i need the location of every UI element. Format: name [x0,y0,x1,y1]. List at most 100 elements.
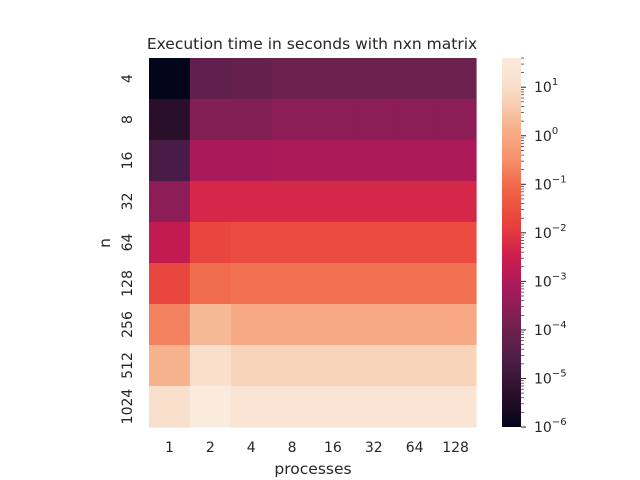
heatmap-cell [149,304,191,346]
heatmap-cell [435,58,477,100]
heatmap-cell [435,222,477,264]
heatmap-cell [312,181,354,223]
colorbar-tick-label: 10−2 [534,223,567,242]
x-tick-label: 128 [442,440,469,456]
x-axis-label: processes [274,460,351,478]
heatmap-cell [271,263,314,305]
heatmap-cell [189,181,232,223]
heatmap-cell [353,304,395,346]
heatmap-cell [353,263,395,305]
heatmap-cell [149,263,191,305]
y-axis-label: n [96,238,114,248]
y-tick-label: 8 [120,115,136,124]
heatmap-cell [230,181,273,223]
y-tick-label: 256 [120,311,136,338]
heatmap-cell [435,345,477,387]
colorbar-tick-label: 10−3 [534,271,567,290]
x-tick-label: 1 [165,440,174,456]
x-tick-label: 32 [365,440,383,456]
colorbar-ticks: 10−6 10−5 10−4 10−3 10−2 10−1 100 101 [521,57,567,436]
heatmap-cell [189,222,232,264]
heatmap-cell [353,345,395,387]
heatmap-cell [189,99,232,141]
heatmap-cell [230,140,273,182]
heatmap-cell [435,181,477,223]
heatmap-cell [435,304,477,346]
heatmap-cell [271,345,314,387]
heatmap-cell [230,58,273,100]
heatmap-cell [312,304,354,346]
heatmap-cell [189,58,232,100]
x-tick-label: 2 [206,440,215,456]
heatmap-cell [394,58,436,100]
heatmap-cell [271,386,314,428]
y-tick-labels: 4 8 16 32 64 128 256 512 1024 [120,74,136,424]
y-tick-label: 128 [120,270,136,297]
heatmap-cell [312,386,354,428]
heatmap-cell [394,222,436,264]
y-tick-label: 64 [120,234,136,252]
heatmap-cell [353,222,395,264]
heatmap-cell [435,263,477,305]
heatmap-cell [394,345,436,387]
heatmap-cell [394,263,436,305]
heatmap-cell [271,222,314,264]
heatmap-cell [230,222,273,264]
x-tick-label: 16 [324,440,342,456]
heatmap-cell [230,99,273,141]
heatmap-cell [353,58,395,100]
heatmap-cell [394,99,436,141]
colorbar-tick-label: 10−6 [534,417,567,436]
heatmap-cell [189,304,232,346]
heatmap-cell [230,263,273,305]
heatmap-cells [149,58,477,428]
y-tick-label: 1024 [120,389,136,425]
heatmap-cell [435,99,477,141]
heatmap-cell [271,99,314,141]
heatmap-cell [312,99,354,141]
heatmap-cell [149,386,191,428]
heatmap-cell [353,181,395,223]
heatmap-cell [312,263,354,305]
heatmap-cell [189,345,232,387]
heatmap-cell [394,181,436,223]
x-tick-label: 8 [288,440,297,456]
heatmap-cell [394,386,436,428]
heatmap-cell [271,58,314,100]
heatmap-cell [149,181,191,223]
heatmap-cell [435,386,477,428]
heatmap-cell [394,304,436,346]
heatmap-cell [312,140,354,182]
heatmap-cell [230,386,273,428]
x-tick-label: 64 [406,440,424,456]
heatmap-cell [394,140,436,182]
colorbar-tick-label: 10−5 [534,368,567,387]
colorbar-tick-label: 101 [534,77,558,96]
y-tick-label: 32 [120,193,136,211]
colorbar-tick-label: 10−4 [534,320,567,339]
heatmap-cell [230,345,273,387]
heatmap-cell [230,304,273,346]
heatmap-cell [189,263,232,305]
heatmap-cell [312,345,354,387]
x-tick-labels: 1 2 4 8 16 32 64 128 [165,440,469,456]
heatmap-cell [149,58,191,100]
heatmap-cell [353,99,395,141]
heatmap-cell [149,140,191,182]
heatmap-cell [271,140,314,182]
y-tick-label: 16 [120,152,136,170]
heatmap-cell [312,58,354,100]
heatmap-cell [271,304,314,346]
colorbar-tick-label: 100 [534,126,558,145]
heatmap-cell [149,345,191,387]
heatmap-cell [149,99,191,141]
heatmap-cell [435,140,477,182]
chart-title: Execution time in seconds with nxn matri… [147,35,477,53]
heatmap-cell [353,386,395,428]
heatmap-cell [189,140,232,182]
colorbar [502,58,521,427]
heatmap-cell [312,222,354,264]
heatmap-cell [189,386,232,428]
x-tick-label: 4 [247,440,256,456]
